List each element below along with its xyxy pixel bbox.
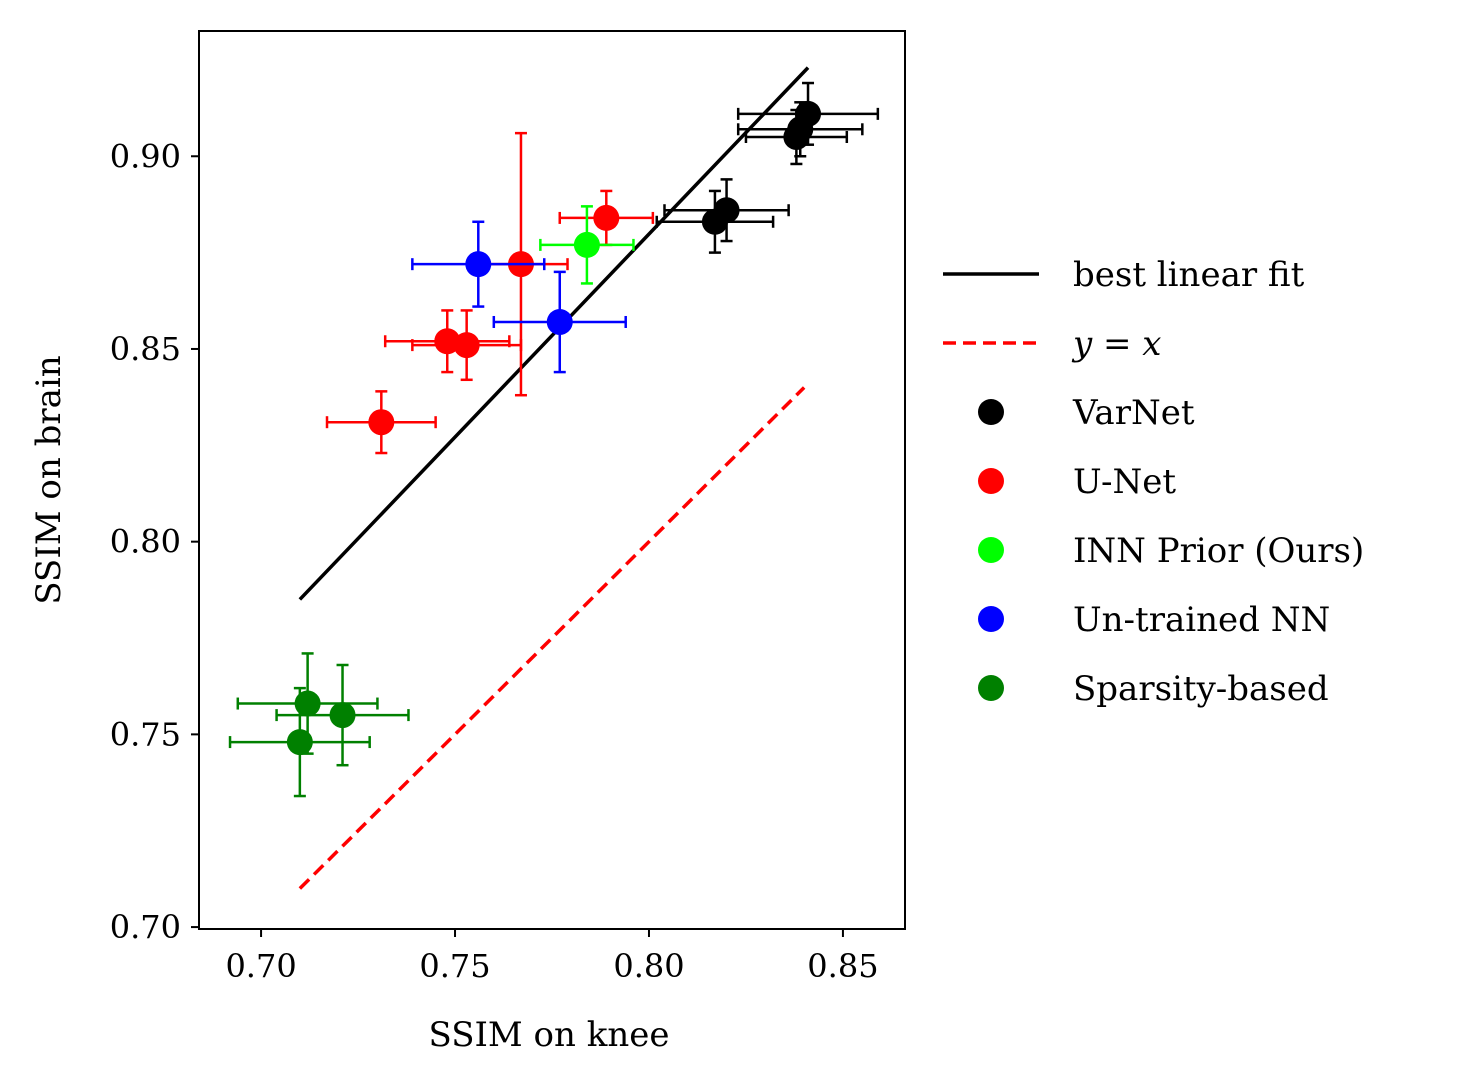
legend-entry: Un-trained NN — [978, 600, 1330, 640]
data-point — [453, 332, 480, 359]
data-point-group — [744, 108, 849, 166]
legend: best linear fit y = x VarNet U-Net INN Prior… — [943, 255, 1364, 709]
y-tick-label: 0.90 — [110, 137, 181, 175]
legend-marker — [978, 606, 1004, 632]
data-point-group — [325, 390, 437, 455]
legend-entry: best linear fit — [943, 255, 1305, 295]
legend-entry: Sparsity-based — [978, 669, 1329, 709]
data-point-group — [492, 270, 627, 374]
legend-marker — [978, 468, 1004, 494]
y-tick-label: 0.70 — [110, 908, 181, 946]
legend-label: y = x — [1071, 324, 1162, 364]
data-point-group — [228, 686, 371, 798]
data-point-group — [383, 309, 511, 374]
legend-marker — [978, 675, 1004, 701]
y-axis-label: SSIM on brain — [29, 355, 69, 604]
legend-entry: y = x — [943, 324, 1162, 364]
data-point-group — [655, 189, 775, 254]
data-point — [434, 328, 461, 355]
data-point — [465, 251, 492, 278]
y-tick-label: 0.85 — [110, 330, 181, 368]
legend-label: VarNet — [1072, 393, 1195, 433]
y-tick-label: 0.75 — [110, 715, 181, 753]
legend-label: Sparsity-based — [1073, 669, 1329, 709]
data-point-group — [411, 220, 546, 308]
legend-label: Un-trained NN — [1073, 600, 1330, 640]
legend-entry: U-Net — [978, 462, 1176, 502]
plot-frame — [198, 30, 906, 930]
legend-label: best linear fit — [1073, 255, 1305, 295]
data-point — [294, 690, 321, 717]
x-tick-label: 0.80 — [613, 947, 684, 985]
x-tick-label: 0.85 — [807, 947, 878, 985]
legend-marker — [978, 537, 1004, 563]
data-point — [329, 702, 356, 729]
legend-label: U-Net — [1073, 462, 1176, 502]
x-tick-label: 0.70 — [225, 947, 296, 985]
data-point — [368, 409, 395, 436]
legend-label: INN Prior (Ours) — [1073, 531, 1364, 571]
x-axis-label: SSIM on knee — [429, 1015, 670, 1055]
data-point — [286, 729, 313, 756]
data-point — [573, 231, 600, 258]
legend-marker — [978, 399, 1004, 425]
data-point — [783, 123, 810, 150]
data-point — [701, 208, 728, 235]
identity-line — [298, 386, 806, 890]
data-point — [593, 204, 620, 231]
legend-entry: VarNet — [978, 393, 1195, 433]
y-tick-label: 0.80 — [110, 523, 181, 561]
x-tick-label: 0.75 — [419, 947, 490, 985]
data-point-group — [411, 309, 523, 382]
data-point — [546, 308, 573, 335]
data-point-group — [275, 663, 410, 767]
data-point-group — [539, 205, 635, 285]
legend-entry: INN Prior (Ours) — [978, 531, 1364, 571]
